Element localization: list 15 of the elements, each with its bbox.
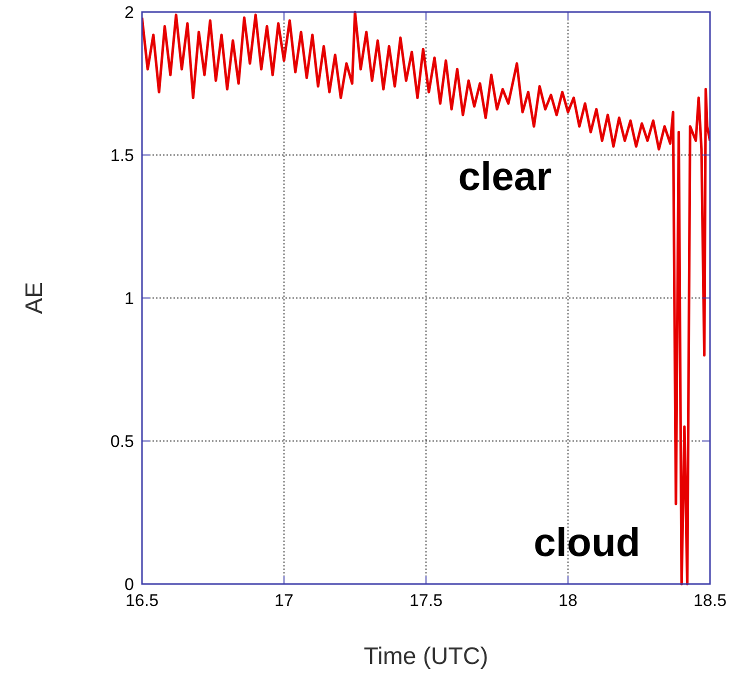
x-tick-label: 16.5	[125, 591, 159, 610]
x-tick-label: 17	[274, 591, 294, 610]
annotation: cloud	[534, 521, 640, 565]
y-tick-label: 1.5	[110, 146, 134, 165]
y-tick-label: 0	[124, 575, 134, 594]
x-tick-label: 18.5	[693, 591, 727, 610]
x-axis-title: Time (UTC)	[364, 643, 488, 670]
x-tick-label: 17.5	[409, 591, 443, 610]
y-tick-label: 0.5	[110, 432, 134, 451]
y-axis-title: AE	[21, 282, 48, 314]
annotation: clear	[458, 155, 552, 199]
x-tick-label: 18	[558, 591, 578, 610]
y-tick-label: 1	[124, 289, 134, 308]
line-series	[142, 10, 710, 586]
y-tick-label: 2	[124, 3, 134, 22]
